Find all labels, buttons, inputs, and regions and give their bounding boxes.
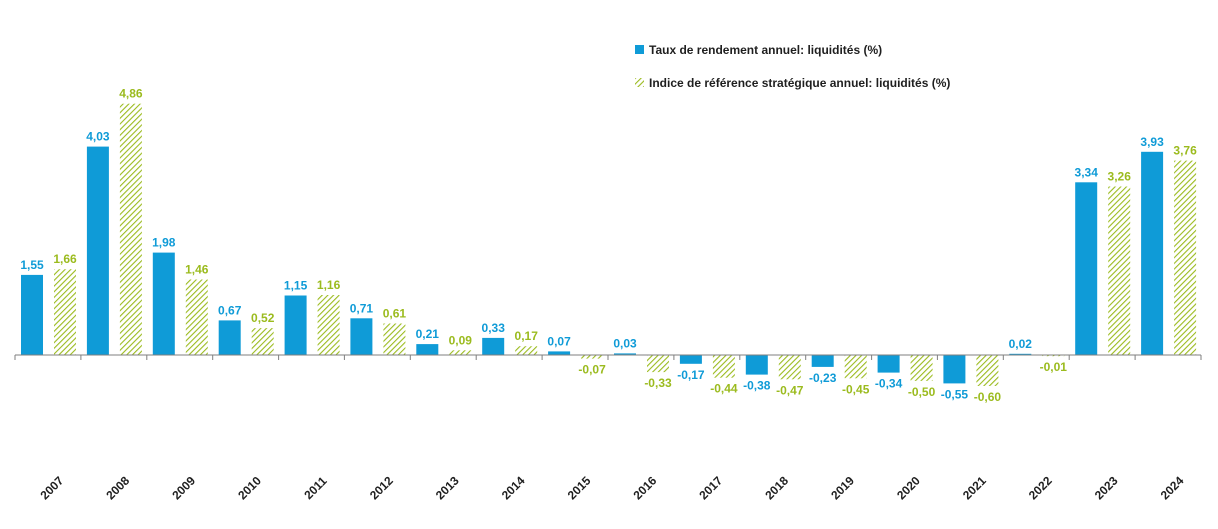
data-label-returns-2021: -0,55 bbox=[941, 387, 969, 401]
x-tick-label-2024: 2024 bbox=[1158, 473, 1187, 502]
bar-returns-2014 bbox=[482, 337, 505, 355]
bar-benchmark-2011 bbox=[317, 295, 340, 355]
bar-returns-2013 bbox=[416, 344, 439, 355]
bar-benchmark-2017 bbox=[712, 355, 735, 378]
bar-returns-2024 bbox=[1141, 151, 1164, 355]
bar-returns-2009 bbox=[152, 252, 175, 355]
bar-benchmark-2013 bbox=[449, 350, 472, 355]
x-tick-label-2016: 2016 bbox=[631, 473, 660, 502]
data-label-benchmark-2016: -0,33 bbox=[644, 376, 672, 390]
data-label-returns-2023: 3,34 bbox=[1075, 165, 1099, 179]
bar-benchmark-2014 bbox=[515, 346, 538, 355]
x-axis: 2007 2008 2009 2010 2011 2012 2013 2014 2015 2016… bbox=[14, 354, 1202, 503]
bar-returns-2022 bbox=[1009, 353, 1032, 355]
data-label-returns-2011: 1,15 bbox=[284, 279, 308, 293]
bar-benchmark-2024 bbox=[1174, 160, 1197, 355]
data-label-returns-2014: 0,33 bbox=[482, 321, 506, 335]
data-label-returns-2017: -0,17 bbox=[677, 368, 705, 382]
bar-benchmark-2010 bbox=[251, 328, 274, 355]
data-label-benchmark-2021: -0,60 bbox=[974, 390, 1002, 404]
data-label-benchmark-2024: 3,76 bbox=[1173, 144, 1197, 158]
data-label-benchmark-2023: 3,26 bbox=[1108, 170, 1132, 184]
bar-benchmark-2020 bbox=[910, 355, 933, 381]
x-tick-label-2021: 2021 bbox=[960, 473, 989, 502]
bar-benchmark-2023 bbox=[1108, 186, 1131, 355]
x-tick-label-2010: 2010 bbox=[235, 473, 264, 502]
data-label-benchmark-2018: -0,47 bbox=[776, 383, 804, 397]
x-tick-label-2007: 2007 bbox=[38, 473, 67, 502]
legend-swatch-returns bbox=[635, 45, 644, 54]
bar-benchmark-2009 bbox=[185, 279, 208, 355]
x-tick-label-2020: 2020 bbox=[894, 473, 923, 502]
bar-returns-2016 bbox=[614, 353, 636, 355]
data-label-benchmark-2008: 4,86 bbox=[119, 87, 143, 101]
legend-label-returns: Taux de rendement annuel: liquidités (%) bbox=[649, 43, 882, 57]
data-label-benchmark-2015: -0,07 bbox=[578, 363, 606, 377]
x-tick-label-2011: 2011 bbox=[301, 474, 330, 503]
data-label-benchmark-2020: -0,50 bbox=[908, 385, 936, 399]
x-tick-label-2017: 2017 bbox=[696, 473, 725, 502]
data-label-benchmark-2017: -0,44 bbox=[710, 382, 738, 396]
legend-label-benchmark: Indice de référence stratégique annuel: … bbox=[649, 76, 950, 90]
data-label-returns-2013: 0,21 bbox=[416, 327, 440, 341]
bar-returns-2019 bbox=[811, 355, 834, 367]
bar-benchmark-2018 bbox=[778, 355, 801, 380]
x-tick-label-2023: 2023 bbox=[1092, 473, 1121, 502]
bar-returns-2008 bbox=[86, 146, 109, 355]
bar-returns-2015 bbox=[548, 351, 571, 355]
bar-benchmark-2012 bbox=[383, 323, 406, 355]
data-label-returns-2016: 0,03 bbox=[613, 336, 637, 350]
data-label-returns-2015: 0,07 bbox=[547, 334, 571, 348]
data-label-benchmark-2012: 0,61 bbox=[383, 307, 407, 321]
data-label-benchmark-2011: 1,16 bbox=[317, 278, 341, 292]
x-tick-label-2019: 2019 bbox=[828, 473, 857, 502]
data-label-returns-2008: 4,03 bbox=[86, 130, 110, 144]
data-label-benchmark-2009: 1,46 bbox=[185, 263, 209, 277]
bar-returns-2010 bbox=[218, 320, 241, 355]
bar-benchmark-2022 bbox=[1042, 355, 1065, 357]
bar-benchmark-2019 bbox=[844, 355, 867, 379]
x-tick-label-2012: 2012 bbox=[367, 473, 396, 502]
data-label-returns-2007: 1,55 bbox=[20, 258, 44, 272]
data-labels: 1,55 1,66 4,03 4,86 1,98 1,46 0,67 0,52 1,15 1,16… bbox=[20, 87, 1197, 404]
bar-benchmark-2021 bbox=[976, 355, 999, 386]
data-label-returns-2012: 0,71 bbox=[350, 301, 374, 315]
bars-layer bbox=[21, 103, 1197, 386]
bar-benchmark-2008 bbox=[119, 103, 142, 355]
x-tick-label-2015: 2015 bbox=[565, 473, 594, 502]
data-label-returns-2009: 1,98 bbox=[152, 236, 176, 250]
bar-returns-2017 bbox=[679, 355, 702, 364]
x-tick-label-2009: 2009 bbox=[169, 473, 198, 502]
data-label-returns-2024: 3,93 bbox=[1140, 135, 1164, 149]
x-tick-label-2018: 2018 bbox=[762, 473, 791, 502]
bar-returns-2023 bbox=[1075, 182, 1098, 355]
x-tick-label-2013: 2013 bbox=[433, 473, 462, 502]
bar-returns-2007 bbox=[21, 274, 43, 355]
bar-returns-2012 bbox=[350, 318, 373, 355]
data-label-benchmark-2019: -0,45 bbox=[842, 382, 870, 396]
bar-benchmark-2016 bbox=[647, 355, 669, 373]
data-label-benchmark-2010: 0,52 bbox=[251, 311, 275, 325]
bar-returns-2020 bbox=[877, 355, 900, 373]
bar-benchmark-2015 bbox=[581, 355, 604, 359]
x-tick-label-2008: 2008 bbox=[103, 473, 132, 502]
x-tick-label-2022: 2022 bbox=[1026, 473, 1055, 502]
data-label-benchmark-2022: -0,01 bbox=[1040, 360, 1068, 374]
bar-returns-2011 bbox=[284, 295, 307, 355]
data-label-returns-2022: 0,02 bbox=[1009, 337, 1033, 351]
data-label-returns-2020: -0,34 bbox=[875, 377, 903, 391]
bar-benchmark-2007 bbox=[54, 269, 76, 355]
data-label-returns-2019: -0,23 bbox=[809, 371, 837, 385]
data-label-returns-2010: 0,67 bbox=[218, 303, 242, 317]
legend: Taux de rendement annuel: liquidités (%)… bbox=[635, 43, 950, 90]
data-label-returns-2018: -0,38 bbox=[743, 379, 771, 393]
bar-returns-2018 bbox=[745, 355, 768, 375]
x-tick-label-2014: 2014 bbox=[499, 473, 528, 502]
data-label-benchmark-2013: 0,09 bbox=[449, 333, 473, 347]
data-label-benchmark-2007: 1,66 bbox=[53, 252, 77, 266]
bar-returns-2021 bbox=[943, 355, 966, 384]
data-label-benchmark-2014: 0,17 bbox=[515, 329, 539, 343]
legend-swatch-benchmark bbox=[635, 78, 644, 87]
